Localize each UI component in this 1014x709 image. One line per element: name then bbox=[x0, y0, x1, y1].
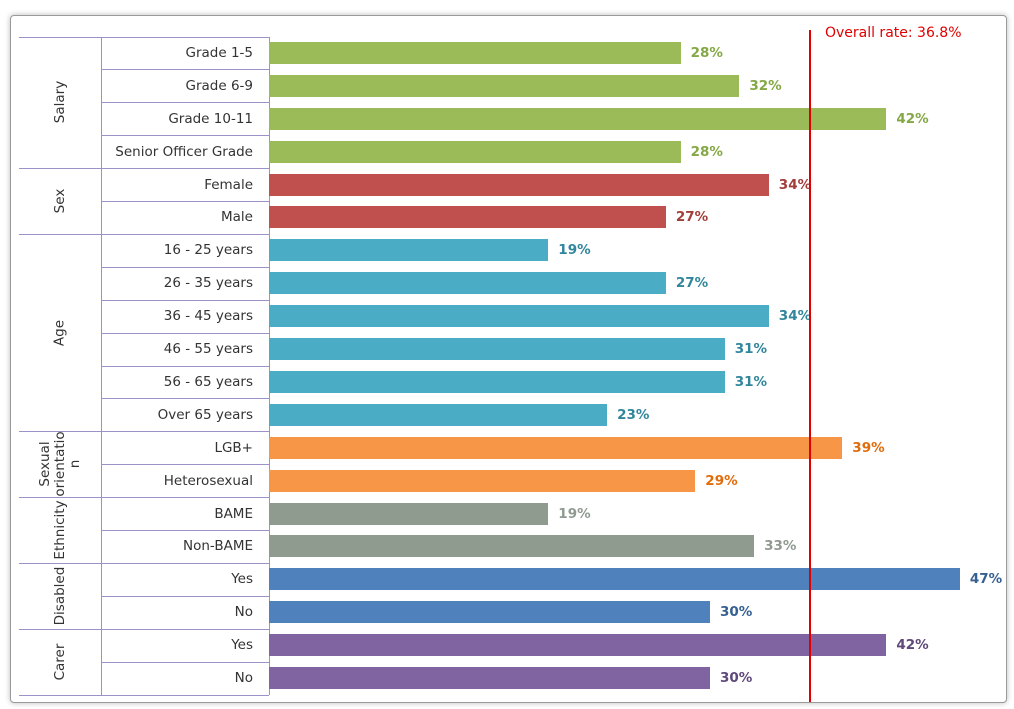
bar bbox=[269, 634, 887, 657]
row-separator bbox=[101, 464, 269, 466]
chart: Salary Grade 1-5 28% Grade 6-9 32% Grade 10-1… bbox=[10, 15, 1007, 703]
row-separator bbox=[101, 266, 269, 268]
category-label: Female bbox=[204, 176, 253, 193]
group-separator bbox=[19, 36, 269, 38]
value-label: 28% bbox=[690, 44, 723, 61]
bar bbox=[269, 206, 666, 229]
bar bbox=[269, 173, 769, 196]
row-separator bbox=[101, 595, 269, 597]
group-label: Age bbox=[51, 319, 68, 346]
row-separator bbox=[101, 69, 269, 71]
value-label: 31% bbox=[734, 373, 768, 390]
reference-label: Overall rate: 36.8% bbox=[824, 25, 962, 41]
row-separator bbox=[101, 201, 269, 202]
category-label: 56 - 65 years bbox=[163, 373, 253, 390]
category-label: No bbox=[234, 670, 253, 687]
value-label: 28% bbox=[690, 143, 723, 160]
bar bbox=[269, 140, 681, 163]
row-separator bbox=[101, 299, 269, 301]
value-label: 30% bbox=[720, 670, 753, 687]
category-label: Grade 6-9 bbox=[185, 77, 254, 94]
bar bbox=[269, 107, 887, 130]
bar bbox=[269, 338, 725, 361]
category-label: 26 - 35 years bbox=[163, 275, 253, 292]
category-label: Non-BAME bbox=[183, 538, 253, 555]
group-separator bbox=[19, 497, 269, 499]
group-label: Sex bbox=[51, 188, 68, 214]
row-separator bbox=[101, 530, 269, 531]
value-label: 42% bbox=[896, 637, 929, 654]
value-label: 33% bbox=[764, 538, 797, 555]
group-label: Disabled bbox=[51, 566, 68, 626]
group-separator bbox=[19, 694, 269, 696]
category-label: Over 65 years bbox=[157, 406, 253, 423]
value-label: 29% bbox=[705, 472, 738, 489]
row-separator bbox=[101, 398, 269, 400]
group-separator bbox=[19, 628, 269, 630]
category-label: Male bbox=[221, 209, 253, 226]
value-label: 30% bbox=[720, 604, 753, 621]
value-label: 42% bbox=[896, 110, 929, 127]
row-separator bbox=[101, 365, 269, 367]
bar bbox=[269, 436, 843, 459]
bar bbox=[269, 74, 740, 97]
group-separator bbox=[19, 168, 269, 170]
value-label: 19% bbox=[558, 505, 591, 522]
category-label: BAME bbox=[214, 505, 253, 522]
group-label: Carer bbox=[51, 643, 68, 681]
value-label: 23% bbox=[617, 406, 650, 423]
bar bbox=[269, 305, 769, 328]
row-separator bbox=[101, 332, 269, 334]
value-label: 47% bbox=[969, 571, 1003, 588]
category-label: LGB+ bbox=[214, 439, 253, 456]
group-separator bbox=[19, 562, 269, 564]
bar bbox=[269, 370, 725, 393]
axis-line bbox=[269, 36, 270, 695]
category-label: Grade 1-5 bbox=[185, 44, 254, 61]
category-label: Yes bbox=[231, 637, 253, 654]
row-separator bbox=[101, 135, 269, 137]
category-label: 16 - 25 years bbox=[163, 242, 253, 259]
bar bbox=[269, 535, 755, 558]
bar bbox=[269, 469, 696, 492]
bar bbox=[269, 502, 549, 525]
category-label: Heterosexual bbox=[163, 472, 253, 489]
group-label: Ethnicity bbox=[51, 500, 68, 560]
value-label: 34% bbox=[778, 176, 812, 193]
category-label: Senior Officer Grade bbox=[115, 143, 253, 160]
reference-line bbox=[808, 30, 811, 702]
row-separator bbox=[101, 661, 269, 663]
category-label: No bbox=[234, 604, 253, 621]
value-label: 34% bbox=[778, 308, 812, 325]
bar bbox=[269, 239, 549, 262]
group-separator bbox=[19, 431, 269, 433]
category-label: 46 - 55 years bbox=[163, 341, 253, 358]
category-label: Grade 10-11 bbox=[168, 110, 253, 127]
bar bbox=[269, 568, 960, 591]
category-label: Yes bbox=[231, 571, 253, 588]
row-separator bbox=[101, 102, 269, 104]
bar bbox=[269, 403, 608, 426]
value-label: 39% bbox=[852, 439, 885, 456]
value-label: 27% bbox=[675, 275, 709, 292]
bar bbox=[269, 667, 710, 690]
bar bbox=[269, 272, 666, 295]
bar bbox=[269, 41, 681, 64]
bar bbox=[269, 601, 710, 624]
value-label: 27% bbox=[675, 209, 709, 226]
value-label: 31% bbox=[734, 341, 768, 358]
value-label: 19% bbox=[558, 242, 591, 259]
group-separator bbox=[19, 233, 269, 235]
category-label: 36 - 45 years bbox=[163, 308, 253, 325]
value-label: 32% bbox=[749, 77, 782, 94]
group-label: Salary bbox=[51, 81, 68, 124]
group-label: Sexual orientation bbox=[36, 431, 83, 497]
